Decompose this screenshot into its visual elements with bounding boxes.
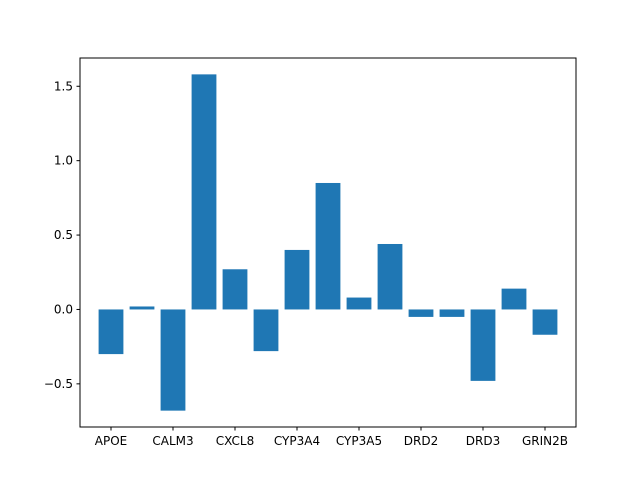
bar-7 — [315, 182, 341, 310]
y-tick-label: 0.5 — [54, 228, 73, 242]
x-tick-label: DRD3 — [466, 434, 500, 448]
x-tick-label: CALM3 — [152, 434, 193, 448]
bar-1 — [129, 306, 155, 310]
bar-6 — [284, 249, 310, 310]
bar-8 — [346, 297, 372, 310]
y-tick-label: 1.5 — [54, 79, 73, 93]
x-tick-label: APOE — [95, 434, 127, 448]
bar-3 — [191, 74, 217, 310]
bar-5 — [253, 309, 279, 352]
y-tick-label: 1.0 — [54, 154, 73, 168]
bar-0 — [98, 309, 124, 355]
y-tick-label: −0.5 — [44, 377, 73, 391]
y-tick-label: 0.0 — [54, 302, 73, 316]
bar-13 — [501, 288, 527, 310]
x-tick-label: CYP3A5 — [336, 434, 382, 448]
bar-10 — [408, 309, 434, 317]
bar-2 — [160, 309, 186, 411]
y-axis: −0.5 0.0 0.5 1.0 1.5 — [44, 79, 80, 391]
plot-frame — [79, 57, 577, 428]
x-tick-label: DRD2 — [404, 434, 438, 448]
bar-4 — [222, 269, 248, 310]
bars-group — [98, 74, 558, 411]
x-tick-label: CXCL8 — [216, 434, 254, 448]
bar-12 — [470, 309, 496, 381]
bar-9 — [377, 243, 403, 310]
x-axis: APOE CALM3 CXCL8 CYP3A4 CYP3A5 DRD2 DRD3 GRIN2B — [95, 427, 568, 448]
x-tick-label: GRIN2B — [522, 434, 568, 448]
bar-14 — [532, 309, 558, 335]
x-tick-label: CYP3A4 — [274, 434, 320, 448]
bar-11 — [439, 309, 465, 317]
